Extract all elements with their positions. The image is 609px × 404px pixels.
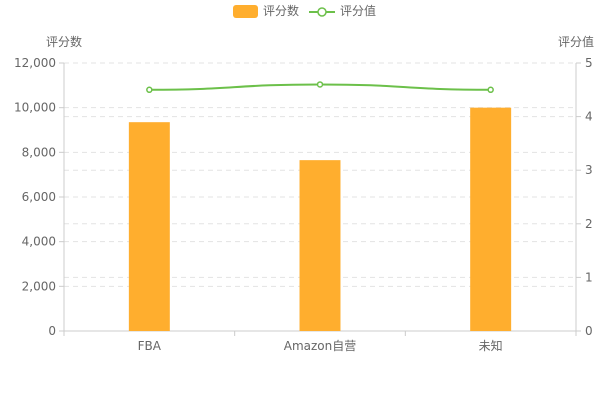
right-axis-ticks: 0 1 2 3 4 5: [576, 56, 593, 338]
legend-bar-swatch: [233, 5, 258, 18]
left-tick-label: 2,000: [22, 279, 56, 293]
legend-line-marker: [317, 7, 327, 17]
legend-bar-label: 评分数: [263, 3, 299, 18]
right-axis-title: 评分值: [558, 34, 594, 49]
x-axis-ticks: FBA Amazon自营 未知: [63, 331, 577, 353]
bar[interactable]: [299, 160, 341, 331]
right-tick-label: 5: [585, 56, 593, 70]
line-point[interactable]: [316, 81, 324, 88]
x-tick-label: 未知: [479, 339, 503, 353]
line-point[interactable]: [146, 86, 153, 94]
right-tick-label: 0: [585, 324, 593, 338]
left-tick-label: 12,000: [14, 56, 56, 70]
left-tick-label: 8,000: [22, 145, 56, 159]
legend-line-label: 评分值: [340, 3, 376, 18]
left-tick-label: 10,000: [14, 101, 56, 115]
bar[interactable]: [470, 107, 512, 332]
bar[interactable]: [128, 122, 170, 331]
right-tick-label: 2: [585, 217, 593, 231]
legend[interactable]: 评分数 评分值: [233, 3, 376, 18]
left-axis-ticks: 0 2,000 4,000 6,000 8,000 10,000 12,000: [14, 56, 64, 338]
left-tick-label: 4,000: [22, 235, 56, 249]
right-tick-label: 1: [585, 270, 593, 284]
left-tick-label: 0: [48, 324, 56, 338]
line-series: [146, 81, 494, 94]
x-tick-label: Amazon自营: [284, 339, 357, 353]
right-tick-label: 3: [585, 163, 593, 177]
legend-item-line[interactable]: 评分值: [309, 3, 376, 18]
bar-series: [128, 107, 512, 332]
legend-item-bar[interactable]: 评分数: [233, 3, 299, 18]
line-point[interactable]: [487, 86, 494, 94]
left-tick-label: 6,000: [22, 190, 56, 204]
left-axis-title: 评分数: [46, 34, 82, 49]
right-tick-label: 4: [585, 110, 593, 124]
x-tick-label: FBA: [138, 339, 162, 353]
